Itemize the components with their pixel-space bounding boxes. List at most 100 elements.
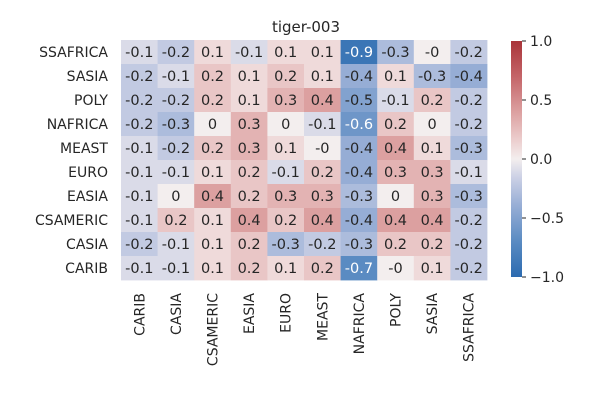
heatmap-cell [157, 64, 195, 89]
chart-title: tiger-003 [272, 18, 340, 36]
heatmap-cell [340, 232, 378, 257]
heatmap-cell [230, 256, 268, 281]
cell-value-label: -0.6 [345, 117, 373, 133]
cell-value-label: 0.2 [384, 237, 407, 253]
cell-value-label: -0.2 [455, 93, 483, 109]
cell-value-label: -0.5 [345, 93, 373, 109]
cell-value-label: 0.3 [238, 117, 261, 133]
heatmap-cell [194, 112, 232, 137]
heatmap-cell [304, 136, 341, 161]
heatmap-cell [413, 160, 451, 185]
heatmap-cell [121, 88, 158, 113]
cell-value-label: 0.2 [238, 261, 261, 277]
heatmap-cell [377, 256, 415, 281]
heatmap-cell [377, 64, 415, 89]
heatmap-cell [450, 112, 488, 137]
cell-value-label: -0.1 [455, 165, 483, 181]
heatmap-cell [304, 208, 341, 233]
heatmap-cell [450, 232, 488, 257]
heatmap-cell [304, 160, 341, 185]
cell-value-label: 0.2 [164, 213, 187, 229]
cell-value-label: -0.2 [162, 45, 190, 61]
cell-value-label: -0.1 [125, 45, 153, 61]
cell-value-label: -0 [315, 141, 329, 157]
cell-value-label: 0.1 [201, 165, 224, 181]
cell-value-label: -0.2 [162, 93, 190, 109]
y-tick-label: EURO [68, 165, 108, 181]
cell-value-label: 0.1 [201, 45, 224, 61]
heatmap-cell [377, 40, 415, 65]
cell-value-label: -0.3 [455, 189, 483, 205]
heatmap-cell [121, 232, 158, 257]
heatmap-cell [194, 40, 232, 65]
cell-value-label: 0.1 [421, 141, 444, 157]
heatmap-cell [157, 160, 195, 185]
heatmap-cell [230, 232, 268, 257]
colorbar-tick-labels: 1.0 0.5 0.0 −0.5 −1.0 [522, 34, 564, 286]
cell-value-label: 0.1 [201, 237, 224, 253]
cell-value-label: -0.3 [345, 189, 373, 205]
cell-value-label: 0.1 [311, 45, 334, 61]
y-tick-label: EASIA [67, 189, 108, 205]
cell-value-label: -0.3 [272, 237, 300, 253]
heatmap-cell [157, 112, 195, 137]
heatmap-cell [267, 256, 305, 281]
cell-value-label: -0.1 [125, 261, 153, 277]
cell-value-label: -0.1 [272, 165, 300, 181]
cell-value-label: 0.2 [274, 213, 297, 229]
cell-value-label: 0.1 [274, 261, 297, 277]
heatmap-cells [121, 40, 488, 281]
cell-value-label: -0.1 [125, 141, 153, 157]
heatmap-cell [121, 40, 158, 65]
cell-value-label: -0.1 [381, 93, 409, 109]
heatmap-cell [377, 160, 415, 185]
cell-value-label: 0.1 [201, 261, 224, 277]
heatmap-cell [340, 256, 378, 281]
heatmap-cell [304, 64, 341, 89]
heatmap-cell [413, 208, 451, 233]
cell-value-label: 0.1 [238, 69, 261, 85]
heatmap-cell [267, 112, 305, 137]
heatmap-cell [194, 184, 232, 209]
cell-value-label: 0.1 [311, 69, 334, 85]
cell-value-label: 0.3 [274, 93, 297, 109]
heatmap-cell [377, 112, 415, 137]
cell-value-label: -0.2 [125, 117, 153, 133]
cell-value-label: 0 [171, 189, 180, 205]
heatmap-cell [230, 184, 268, 209]
colorbar-tick-label: −0.5 [530, 211, 564, 227]
heatmap-cell [267, 40, 305, 65]
cell-value-label: -0.1 [125, 165, 153, 181]
y-tick-label: CARIB [65, 261, 108, 277]
cell-value-label: 0.4 [384, 213, 407, 229]
cell-value-label: -0.1 [125, 189, 153, 205]
heatmap-cell [157, 40, 195, 65]
heatmap-cell [377, 88, 415, 113]
heatmap-cell [413, 256, 451, 281]
cell-value-label: -0.7 [345, 261, 373, 277]
cell-value-label: -0.3 [418, 69, 446, 85]
heatmap-cell [340, 184, 378, 209]
cell-value-label: -0.1 [162, 69, 190, 85]
cell-value-label: -0.2 [455, 261, 483, 277]
cell-value-label: -0.3 [162, 117, 190, 133]
cell-value-label: 0.2 [384, 117, 407, 133]
heatmap-cell [157, 184, 195, 209]
cell-value-label: 0.2 [238, 165, 261, 181]
y-tick-label: SSAFRICA [39, 45, 108, 61]
cell-value-label: 0.1 [384, 69, 407, 85]
heatmap-cell [230, 208, 268, 233]
y-tick-label: NAFRICA [47, 117, 109, 133]
heatmap-cell [413, 136, 451, 161]
heatmap-cell [121, 112, 158, 137]
cell-value-label: -0.2 [125, 237, 153, 253]
heatmap-cell [267, 208, 305, 233]
x-tick-label: NAFRICA [352, 293, 368, 355]
cell-value-label: 0 [208, 117, 217, 133]
cell-value-label: 0.4 [421, 213, 444, 229]
heatmap-cell [230, 88, 268, 113]
heatmap-cell [377, 136, 415, 161]
heatmap-cell [121, 184, 158, 209]
heatmap-cell [267, 160, 305, 185]
cell-value-label: 0.2 [201, 69, 224, 85]
